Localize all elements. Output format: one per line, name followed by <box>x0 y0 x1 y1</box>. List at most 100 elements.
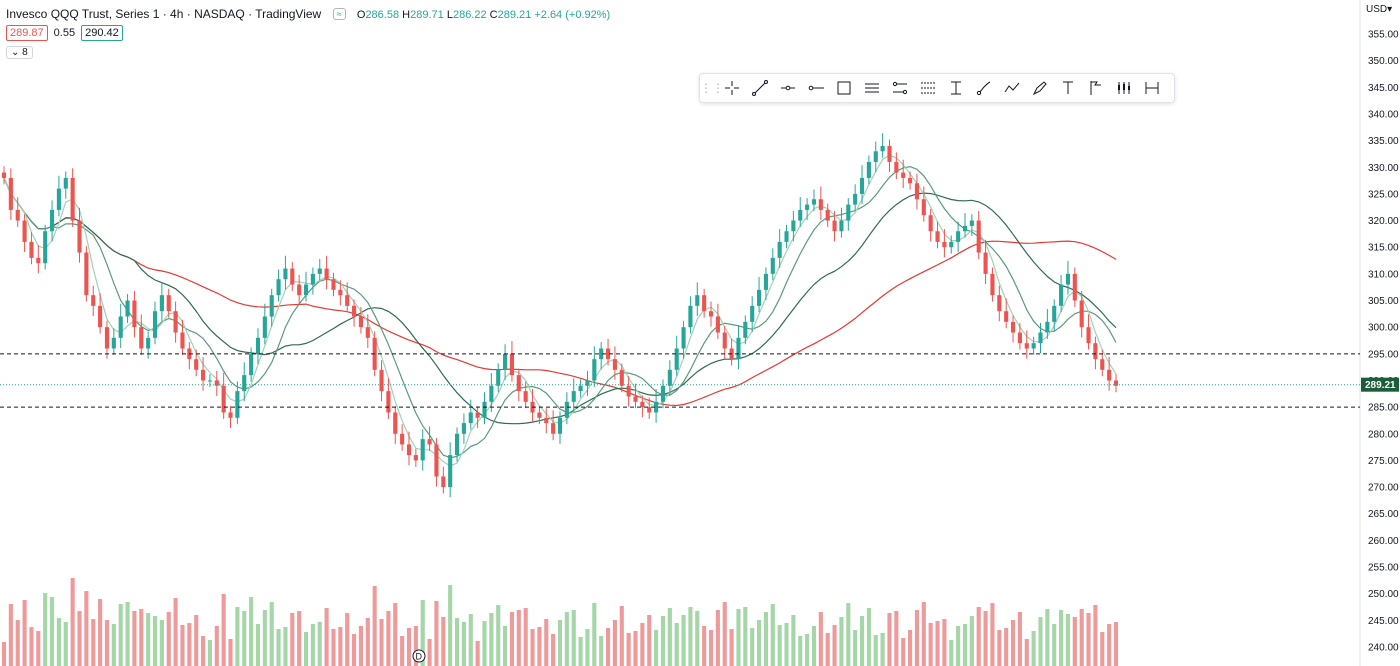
ohlc-high-key: H <box>402 9 411 21</box>
candle-body <box>111 337 116 349</box>
chevron-down-icon: ▾ <box>1387 4 1393 15</box>
candle-body <box>612 359 617 370</box>
volume-bar <box>345 613 350 666</box>
price-tick-label: 250.00 <box>1368 589 1399 600</box>
volume-bar <box>811 626 817 666</box>
volume-bar <box>496 605 501 666</box>
candle-body <box>818 199 823 210</box>
candle-body <box>976 220 981 253</box>
candle-body <box>468 412 473 424</box>
volume-bar <box>29 627 34 666</box>
horizontal-ray-tool-button[interactable] <box>774 74 802 102</box>
candle-body <box>249 353 254 376</box>
candle-body <box>935 231 940 242</box>
candle-body <box>640 401 645 408</box>
rectangle-tool-button[interactable] <box>830 74 858 102</box>
drag-handle-icon[interactable]: ⋮⋮ <box>700 81 724 95</box>
candle-body <box>873 151 878 162</box>
candle-body <box>365 327 370 338</box>
volume-bar <box>832 625 837 666</box>
path-tool-button[interactable] <box>998 74 1026 102</box>
drawing-toolbar: ⋮⋮ <box>699 73 1175 103</box>
volume-bar <box>654 630 659 666</box>
text-cursor-tool-button[interactable] <box>942 74 970 102</box>
volume-bar <box>846 603 851 666</box>
volume-bar <box>324 608 329 666</box>
volume-bar <box>358 626 363 666</box>
candle-body <box>56 188 61 210</box>
highlighter-tool-button[interactable] <box>1026 74 1054 102</box>
volume-bar <box>152 616 158 666</box>
last-price-label: 289.21 <box>1365 380 1396 391</box>
candle-body <box>338 289 343 296</box>
volume-bar <box>214 626 219 666</box>
candle-body <box>482 401 487 418</box>
volume-bar <box>1024 639 1029 666</box>
volume-bar <box>1086 613 1091 666</box>
candle-body <box>345 295 350 306</box>
candle-body <box>84 252 89 296</box>
volume-bar <box>757 620 762 666</box>
volume-bar <box>853 630 858 666</box>
candle-body <box>283 268 288 280</box>
candle-body <box>654 401 659 413</box>
candle-body <box>660 385 666 402</box>
volume-bar <box>887 613 892 666</box>
crosshair-tool-button[interactable] <box>718 74 746 102</box>
candle-body <box>688 305 693 328</box>
volume-bar <box>770 604 775 666</box>
candle-body <box>757 289 762 306</box>
candle-body <box>811 199 817 205</box>
candle-body <box>180 332 185 349</box>
candle-body <box>578 385 583 392</box>
candle-body <box>70 177 75 221</box>
flag-badge[interactable]: ≈ <box>332 8 346 20</box>
candle-body <box>551 423 556 434</box>
ohlc-open-key: O <box>356 9 366 21</box>
price-range-tool-button[interactable] <box>886 74 914 102</box>
volume-bar <box>331 629 336 666</box>
text-cursor-icon <box>951 81 961 95</box>
currency-text: USD <box>1366 4 1388 15</box>
candle-body <box>43 231 48 264</box>
date-range-icon <box>921 82 935 94</box>
candle-body <box>736 337 741 360</box>
candle-body <box>152 311 158 338</box>
bars-tool-button[interactable] <box>1110 74 1138 102</box>
indicators-toggle[interactable]: ⌄ 8 <box>6 46 33 59</box>
volume-bar <box>1107 624 1112 666</box>
candle-body <box>509 353 515 376</box>
volume-bar <box>1072 617 1077 666</box>
flag-tool-button[interactable] <box>1082 74 1110 102</box>
trend-line-tool-button[interactable] <box>746 74 774 102</box>
candle-body <box>1024 343 1029 349</box>
ask-price-button[interactable]: 290.42 <box>81 25 123 41</box>
volume-bar <box>56 618 61 666</box>
volume-bar <box>880 633 885 666</box>
text-tool-button[interactable] <box>1054 74 1082 102</box>
volume-bar <box>1093 605 1098 666</box>
candle-body <box>132 300 137 328</box>
candle-body <box>49 209 55 232</box>
parallel-channel-tool-button[interactable] <box>858 74 886 102</box>
measure-tool-button[interactable] <box>1138 74 1166 102</box>
volume-bar <box>413 626 418 666</box>
candle-body <box>983 252 988 274</box>
symbol-title[interactable]: Invesco QQQ Trust, Series 1 · 4h · NASDA… <box>6 7 322 21</box>
candle-body <box>708 311 714 317</box>
volume-bar <box>338 627 343 666</box>
brush-tool-button[interactable] <box>970 74 998 102</box>
volume-bar <box>297 611 302 666</box>
currency-label[interactable]: USD▾ <box>1366 4 1392 15</box>
date-range-tool-button[interactable] <box>914 74 942 102</box>
volume-bar <box>365 618 370 666</box>
volume-bar <box>997 630 1002 666</box>
candle-body <box>406 444 412 456</box>
bid-price-button[interactable]: 289.87 <box>6 25 48 41</box>
volume-bar <box>173 598 178 666</box>
horizontal-line-tool-button[interactable] <box>802 74 830 102</box>
volume-bar <box>839 617 844 666</box>
candle-body <box>544 417 549 424</box>
ohlc-close: 289.21 <box>497 9 532 21</box>
